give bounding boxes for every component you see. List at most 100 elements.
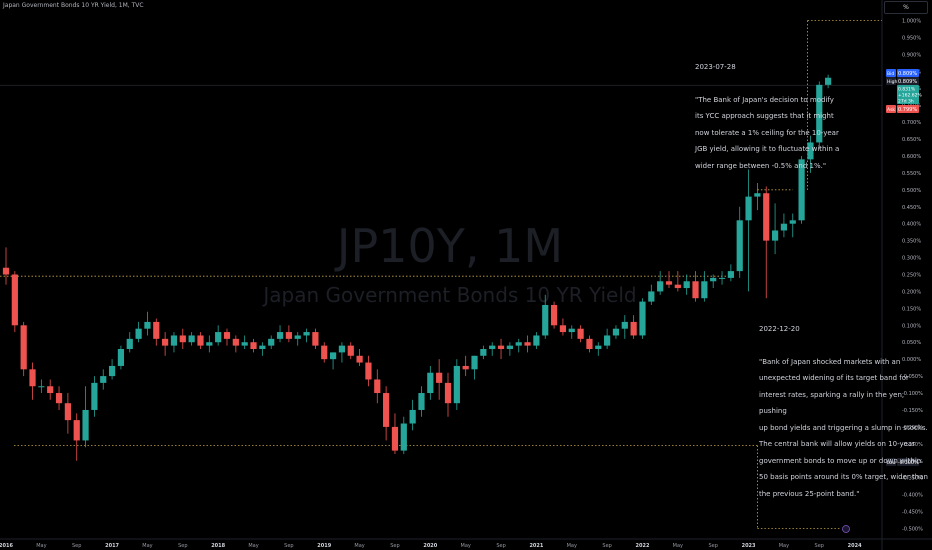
- candle-body[interactable]: [613, 329, 619, 336]
- candle-body[interactable]: [321, 346, 327, 360]
- candle-body[interactable]: [745, 197, 751, 221]
- candle-body[interactable]: [127, 339, 133, 349]
- candle-body[interactable]: [427, 373, 433, 393]
- candle-body[interactable]: [47, 386, 53, 393]
- x-tick-label: 2019: [317, 543, 331, 549]
- candle-body[interactable]: [471, 356, 477, 370]
- candle-body[interactable]: [91, 383, 97, 410]
- candle-body[interactable]: [162, 339, 168, 346]
- candle-body[interactable]: [595, 346, 601, 349]
- candle-body[interactable]: [719, 278, 725, 279]
- candle-body[interactable]: [136, 329, 142, 339]
- candle-body[interactable]: [171, 335, 177, 345]
- candle-body[interactable]: [401, 424, 407, 451]
- candle-body[interactable]: [109, 366, 115, 376]
- candle-body[interactable]: [542, 305, 548, 335]
- candle-body[interactable]: [631, 322, 637, 336]
- candle-body[interactable]: [180, 335, 186, 342]
- candle-body[interactable]: [197, 335, 203, 345]
- candle-body[interactable]: [463, 366, 469, 369]
- candle-body[interactable]: [12, 275, 18, 326]
- candle-body[interactable]: [392, 427, 398, 451]
- candle-body[interactable]: [533, 335, 539, 345]
- candle-body[interactable]: [233, 339, 239, 346]
- candle-body[interactable]: [144, 322, 150, 329]
- percent-scale-button[interactable]: %: [884, 1, 928, 14]
- candle-body[interactable]: [772, 230, 778, 240]
- candle-body[interactable]: [507, 346, 513, 349]
- candle-body[interactable]: [569, 329, 575, 332]
- candle-body[interactable]: [330, 352, 336, 359]
- candle-body[interactable]: [206, 342, 212, 345]
- candle-body[interactable]: [675, 285, 681, 288]
- candle-body[interactable]: [498, 346, 504, 349]
- candle-body[interactable]: [710, 278, 716, 281]
- candle-body[interactable]: [445, 383, 451, 403]
- candle-body[interactable]: [489, 346, 495, 349]
- candle-body[interactable]: [701, 281, 707, 298]
- candle-body[interactable]: [29, 369, 35, 386]
- x-tick-label: Sep: [602, 543, 611, 549]
- event-marker-icon[interactable]: [843, 526, 850, 533]
- candle-body[interactable]: [3, 268, 9, 275]
- candle-body[interactable]: [295, 335, 301, 338]
- candle-body[interactable]: [410, 410, 416, 424]
- candle-body[interactable]: [551, 305, 557, 325]
- y-tick-label: -0.450%: [902, 510, 923, 516]
- candle-body[interactable]: [224, 332, 230, 339]
- candle-body[interactable]: [657, 281, 663, 291]
- candle-body[interactable]: [357, 356, 363, 363]
- candle-body[interactable]: [763, 193, 769, 240]
- candle-body[interactable]: [374, 379, 380, 393]
- candle-body[interactable]: [692, 281, 698, 298]
- candle-body[interactable]: [666, 281, 672, 284]
- candle-body[interactable]: [383, 393, 389, 427]
- symbol-title[interactable]: Japan Government Bonds 10 YR Yield, 1M, …: [3, 2, 144, 9]
- candle-body[interactable]: [118, 349, 124, 366]
- candle-body[interactable]: [578, 329, 584, 339]
- bid-label-value-text: 0.809%: [898, 71, 917, 77]
- candle-body[interactable]: [365, 363, 371, 380]
- candle-body[interactable]: [348, 346, 354, 356]
- candle-body[interactable]: [639, 302, 645, 336]
- candle-body[interactable]: [312, 332, 318, 346]
- candle-body[interactable]: [737, 220, 743, 271]
- candle-body[interactable]: [454, 366, 460, 403]
- y-tick-label: 0.500%: [902, 188, 921, 194]
- candle-body[interactable]: [728, 271, 734, 278]
- candle-body[interactable]: [250, 342, 256, 349]
- candle-body[interactable]: [268, 339, 274, 346]
- candle-body[interactable]: [516, 342, 522, 345]
- candle-body[interactable]: [153, 322, 159, 339]
- candle-body[interactable]: [74, 420, 80, 440]
- candle-body[interactable]: [754, 193, 760, 196]
- candle-body[interactable]: [781, 224, 787, 231]
- candle-body[interactable]: [286, 332, 292, 339]
- candle-body[interactable]: [259, 346, 265, 349]
- candle-body[interactable]: [189, 335, 195, 342]
- candle-body[interactable]: [277, 332, 283, 339]
- candle-body[interactable]: [622, 322, 628, 329]
- candle-body[interactable]: [21, 325, 27, 369]
- x-tick-label: 2017: [105, 543, 119, 549]
- candle-body[interactable]: [418, 393, 424, 410]
- candle-body[interactable]: [339, 346, 345, 353]
- candle-body[interactable]: [524, 342, 530, 345]
- candle-body[interactable]: [790, 220, 796, 223]
- candle-body[interactable]: [560, 325, 566, 332]
- candle-body[interactable]: [303, 332, 309, 335]
- candle-body[interactable]: [100, 376, 106, 383]
- x-tick-label: 2016: [0, 543, 13, 549]
- candle-body[interactable]: [38, 386, 44, 387]
- candle-body[interactable]: [604, 335, 610, 345]
- candle-body[interactable]: [684, 281, 690, 288]
- candle-body[interactable]: [56, 393, 62, 403]
- candle-body[interactable]: [82, 410, 88, 440]
- candle-body[interactable]: [586, 339, 592, 349]
- candle-body[interactable]: [65, 403, 71, 420]
- candle-body[interactable]: [215, 332, 221, 342]
- candle-body[interactable]: [648, 291, 654, 301]
- candle-body[interactable]: [436, 373, 442, 383]
- candle-body[interactable]: [242, 342, 248, 345]
- candle-body[interactable]: [480, 349, 486, 356]
